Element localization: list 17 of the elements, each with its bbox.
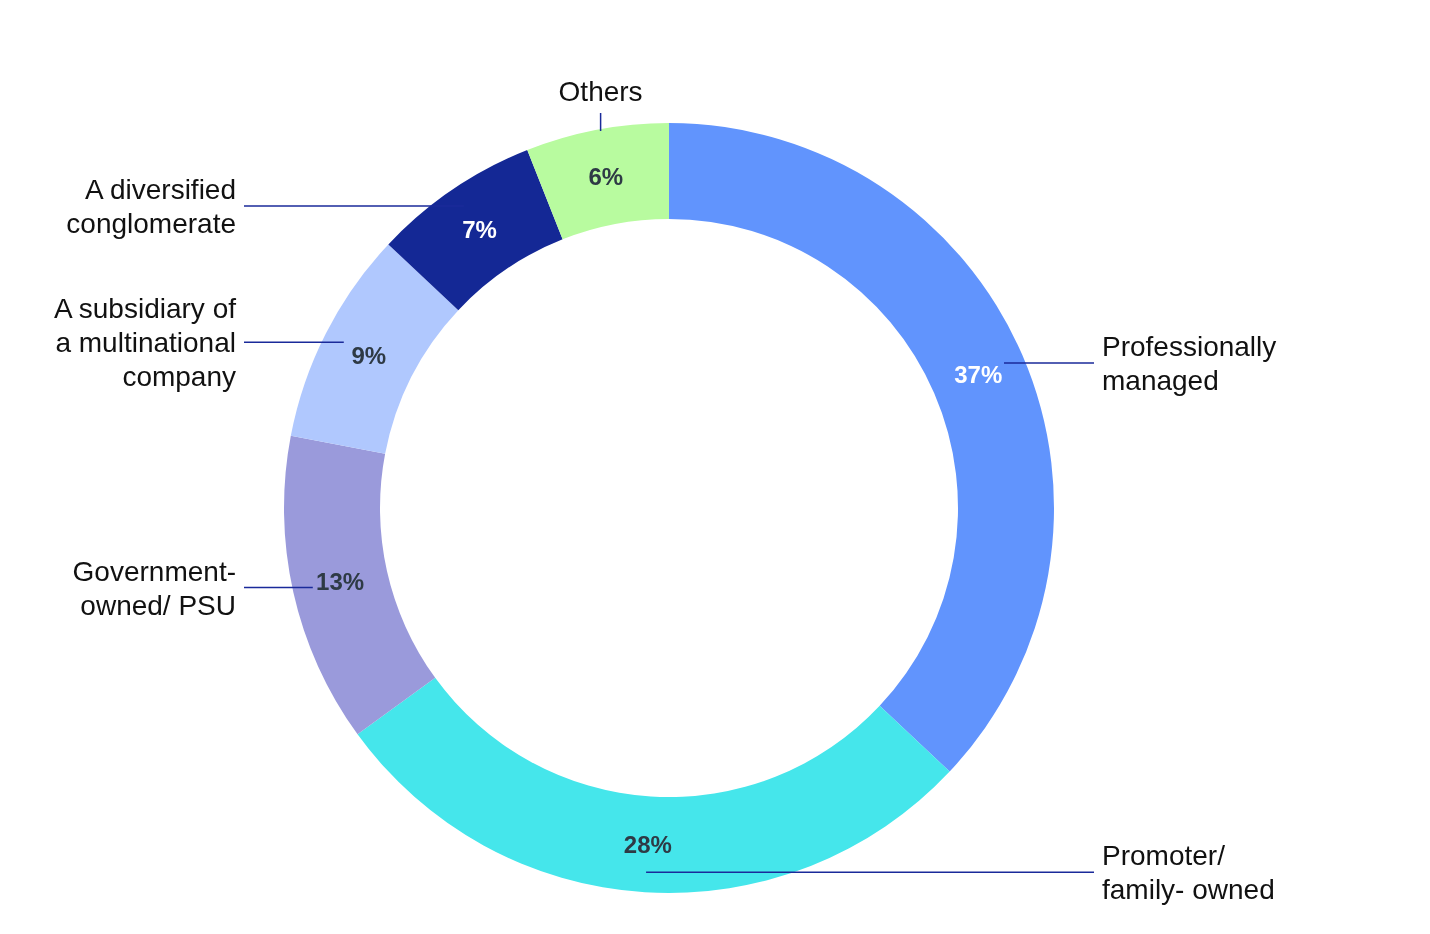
donut-slice (669, 123, 1054, 772)
data-label: 28% (623, 830, 672, 858)
slice-label: Professionally managed (1102, 330, 1277, 396)
donut-slice (290, 244, 459, 454)
data-label: 9% (351, 341, 387, 369)
slice-label: A diversified conglomerate (66, 173, 236, 239)
slice-label: Others (558, 76, 643, 107)
donut-slice (357, 677, 950, 893)
donut-slice (284, 435, 436, 735)
slice-label: Promoter/ family- owned (1102, 839, 1275, 905)
slice-label: A subsidiary of a multinational company (53, 292, 237, 392)
data-label: 7% (462, 215, 497, 243)
slice-label: Government- owned/ PSU (72, 555, 236, 621)
data-label: 13% (316, 568, 365, 596)
data-label: 37% (954, 360, 1003, 388)
data-label: 6% (588, 163, 624, 191)
donut-slice (527, 123, 669, 240)
